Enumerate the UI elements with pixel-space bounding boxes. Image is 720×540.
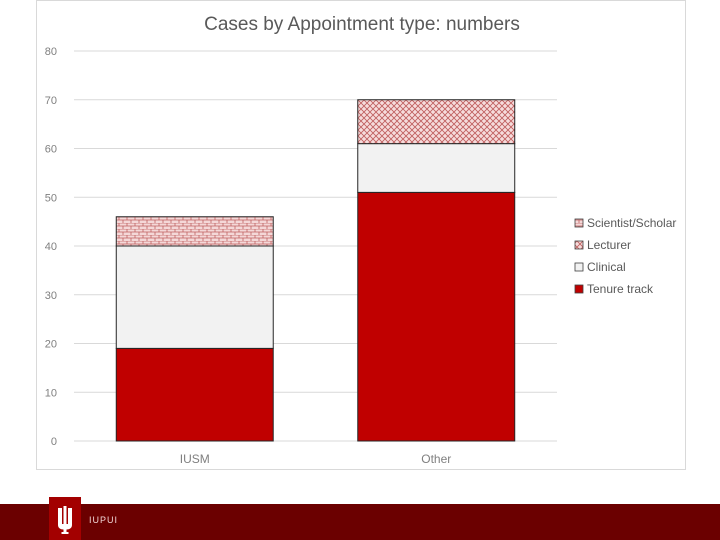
logo <box>49 497 81 540</box>
bar-segment-clinical-other <box>357 143 516 193</box>
chart-title: Cases by Appointment type: numbers <box>204 14 520 35</box>
y-tick-label: 70 <box>45 95 57 107</box>
y-tick-label: 30 <box>45 290 57 302</box>
y-tick-label: 20 <box>45 339 57 351</box>
y-tick-label: 40 <box>45 241 57 253</box>
y-tick-label: 80 <box>45 46 57 58</box>
legend-swatch <box>574 218 584 228</box>
y-tick-label: 0 <box>51 436 57 448</box>
bar-segment-clinical-iusm <box>115 245 274 349</box>
x-tick-label: Other <box>421 452 451 466</box>
y-tick-label: 60 <box>45 144 57 156</box>
legend-label: Lecturer <box>587 238 631 252</box>
legend-swatch <box>574 284 584 294</box>
legend: Scientist/Scholar Lecturer Clinical Tenure … <box>574 216 676 296</box>
bars-layer <box>115 99 516 442</box>
legend-label: Clinical <box>587 260 626 274</box>
trident-icon <box>58 506 72 534</box>
legend-swatch <box>574 240 584 250</box>
bar-segment-lecturer-other <box>357 99 516 145</box>
brand-text: IUPUI <box>89 515 119 525</box>
x-tick-label: IUSM <box>180 452 210 466</box>
y-tick-label: 50 <box>45 192 57 204</box>
y-tick-label: 10 <box>45 387 57 399</box>
legend-label: Scientist/Scholar <box>587 216 676 230</box>
x-tick-labels: IUSM Other <box>180 452 452 466</box>
bar-segment-scientist-scholar-iusm <box>115 216 274 247</box>
bar-segment-tenure-track-iusm <box>115 347 274 442</box>
chart-svg: Cases by Appointment type: numbers 0 10 20… <box>45 14 677 466</box>
bar-segment-tenure-track-other <box>357 191 516 442</box>
legend-label: Tenure track <box>587 282 654 296</box>
chart-frame: Cases by Appointment type: numbers 0 10 20… <box>36 0 686 470</box>
footer-bar <box>0 504 720 540</box>
legend-swatch <box>574 262 584 272</box>
